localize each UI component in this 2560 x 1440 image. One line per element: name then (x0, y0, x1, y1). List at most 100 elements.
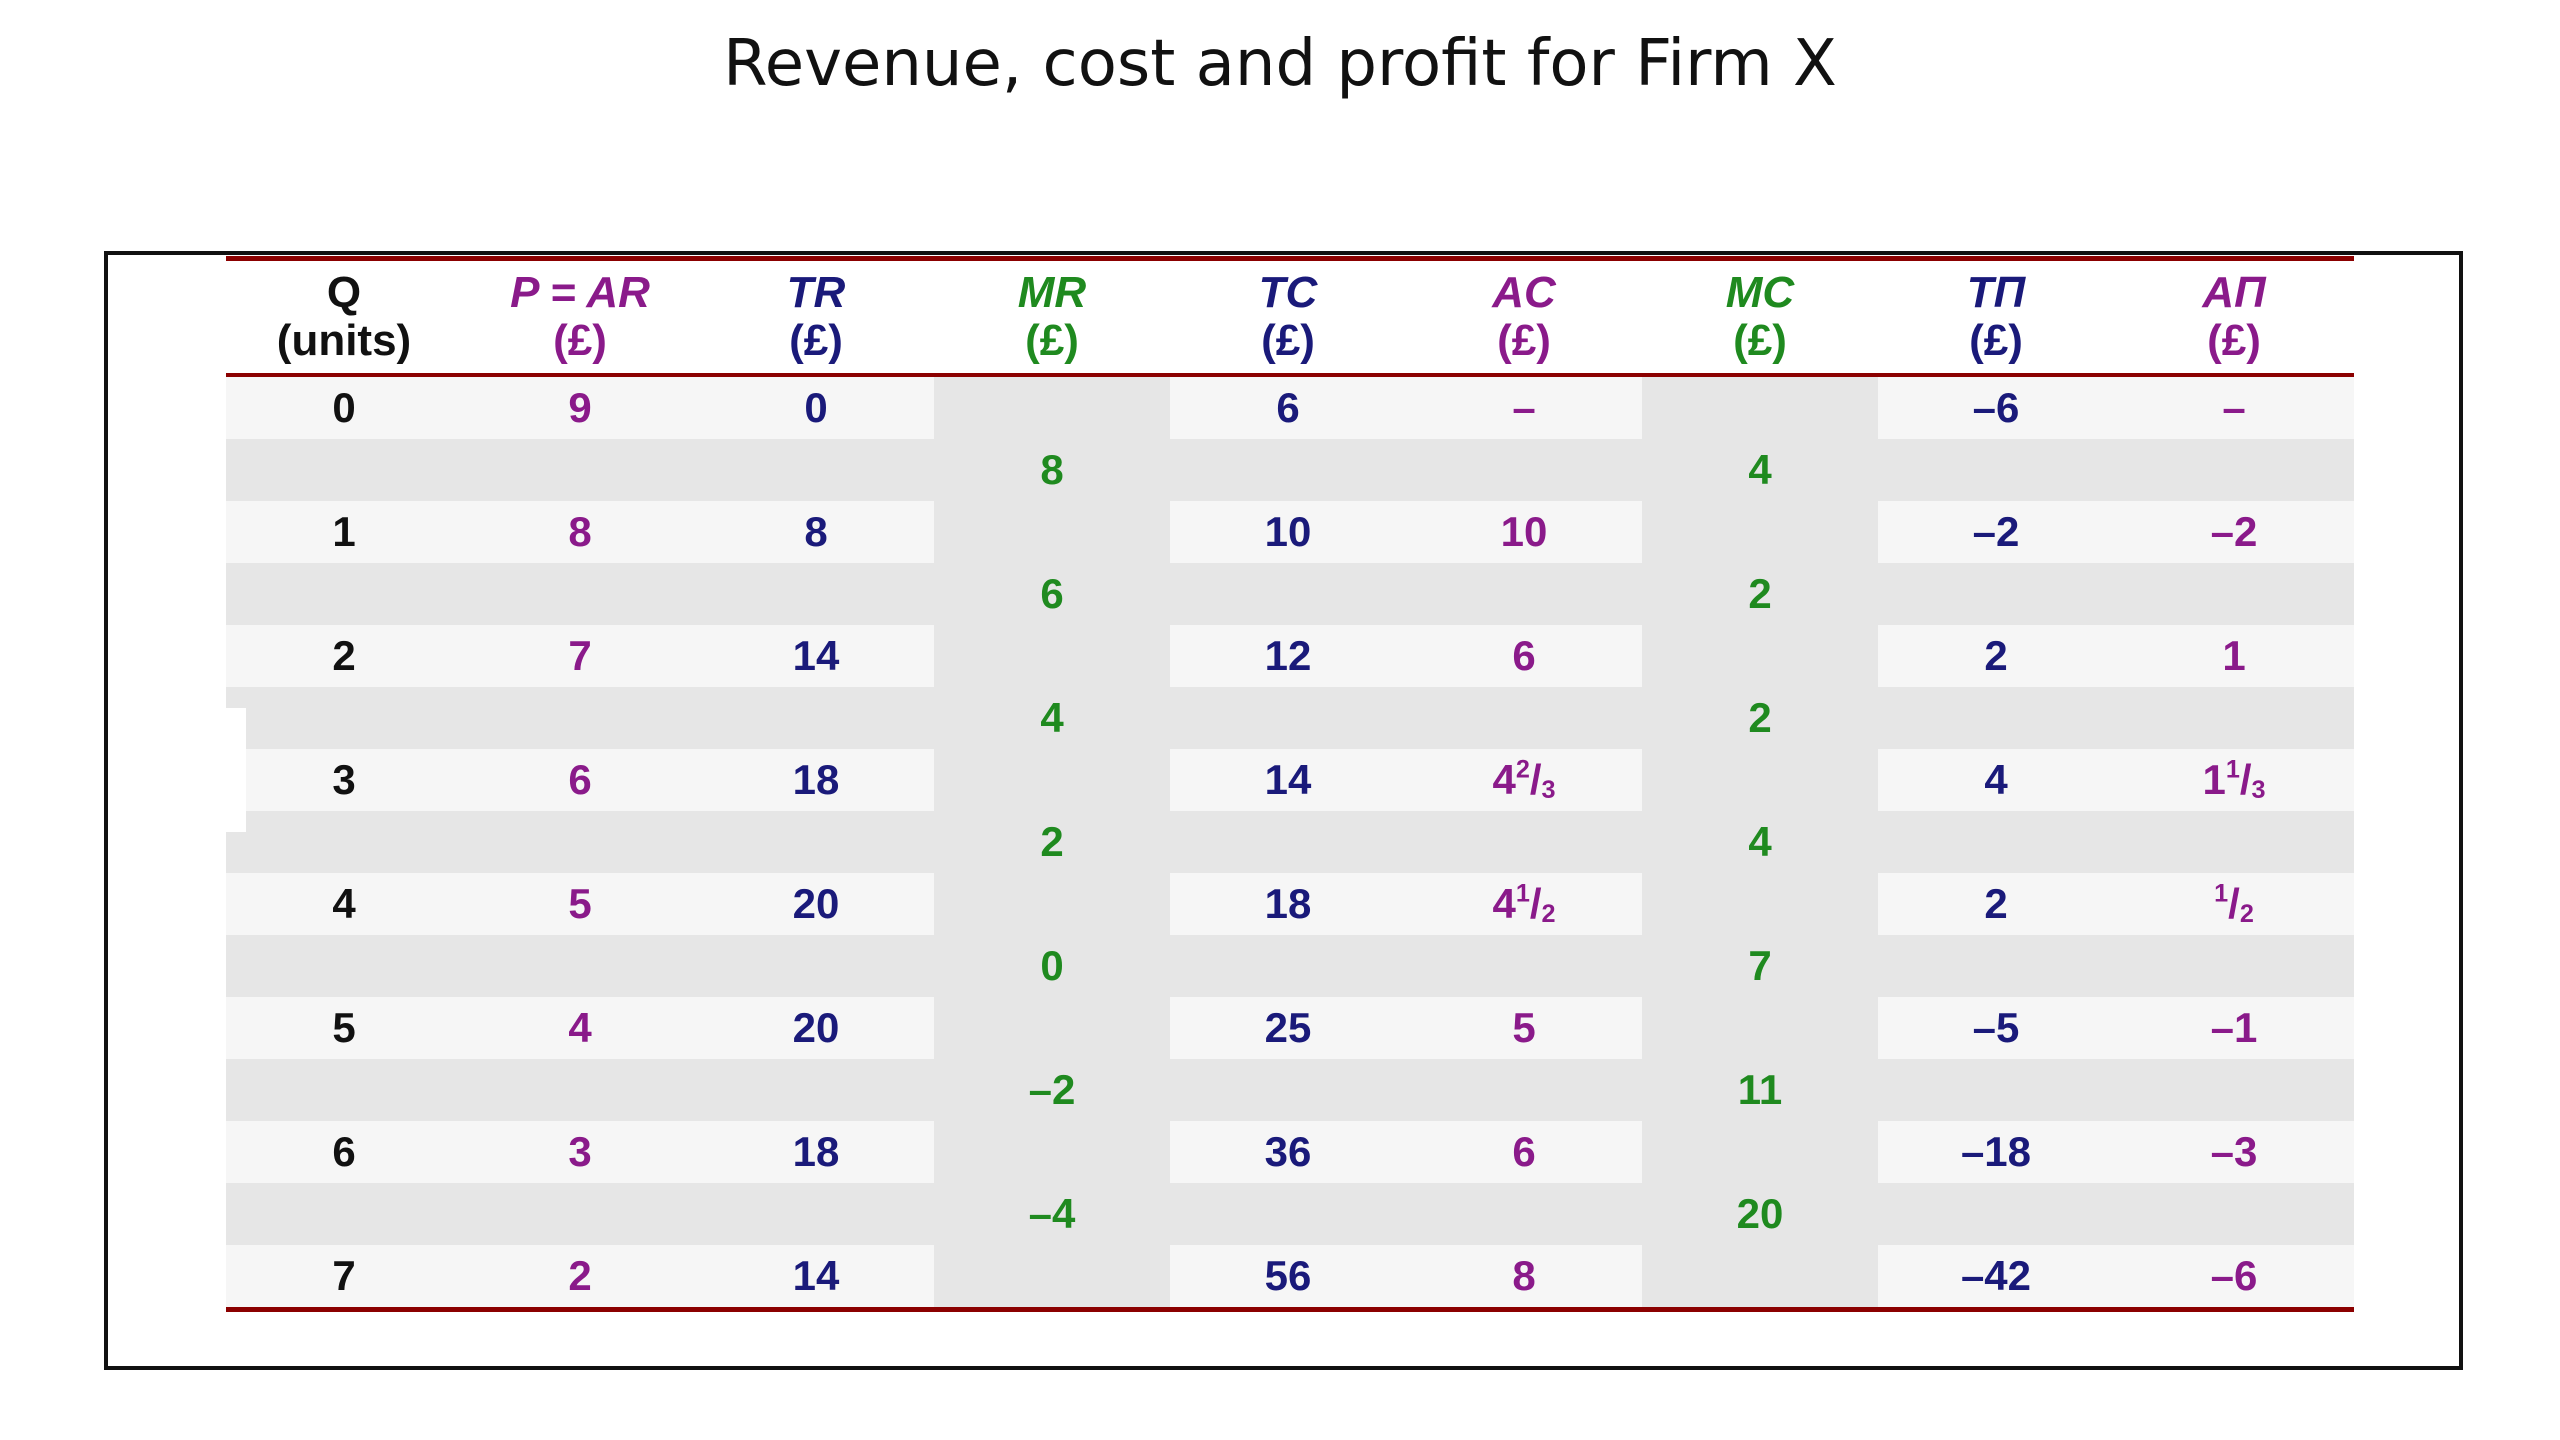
cell-value: 7 (1748, 942, 1772, 989)
cell-value: 14 (792, 1252, 840, 1299)
cell-tr (698, 439, 934, 501)
header-tc: TC (£) (1170, 256, 1406, 377)
cell-tr: 0 (698, 375, 934, 439)
header-price-ar: P = AR (£) (462, 256, 698, 377)
cell-mc (1642, 749, 1878, 811)
cell-value: 20 (792, 880, 840, 927)
cell-value: 0 (804, 384, 828, 431)
cell-mc: 2 (1642, 563, 1878, 625)
cell-q (226, 563, 462, 625)
cell-ac: 6 (1406, 625, 1642, 687)
header-unit: (£) (2207, 316, 2261, 365)
cell-value: 2 (568, 1252, 592, 1299)
cell-mr: 0 (934, 935, 1170, 997)
cell-ac (1406, 935, 1642, 997)
fraction-whole: 1 (2202, 756, 2226, 803)
fraction-denominator: 3 (1541, 775, 1556, 804)
cell-tc: 14 (1170, 749, 1406, 811)
cell-ac (1406, 687, 1642, 749)
fraction-slash: / (2228, 880, 2240, 927)
table-row: 4 5 20 18 41/2 2 1/2 (226, 873, 2354, 935)
cell-value: 0 (332, 384, 356, 431)
table-row: 3 6 18 14 42/3 4 11/3 (226, 749, 2354, 811)
cell-value: 36 (1264, 1128, 1312, 1175)
cell-value: 20 (1736, 1190, 1784, 1237)
cell-tr (698, 811, 934, 873)
cell-total-profit (1878, 935, 2114, 997)
cell-value: 7 (332, 1252, 356, 1299)
cell-value: 18 (792, 1128, 840, 1175)
header-symbol: AΠ (2202, 268, 2266, 317)
cell-value: –6 (2210, 1252, 2258, 1299)
cell-tr: 14 (698, 1245, 934, 1312)
cell-value: 1 (2222, 632, 2246, 679)
cell-q (226, 811, 462, 873)
cell-average-profit: –6 (2114, 1245, 2354, 1312)
cell-value: –42 (1960, 1252, 2032, 1299)
cell-q: 7 (226, 1245, 462, 1312)
cell-price-ar: 3 (462, 1121, 698, 1183)
fraction-slash: / (1529, 880, 1542, 927)
cell-mr: 2 (934, 811, 1170, 873)
cell-value: –4 (1028, 1190, 1076, 1237)
cell-value: 2 (332, 632, 356, 679)
table-body: 0 9 0 6– –6–8 4 1 8 8 10 10 –2 –2 6 2 2 7 14 12 6 2 1 4 2 3 6 18 14… (226, 375, 2354, 1312)
cell-value: 4 (1984, 756, 2008, 803)
cell-average-profit (2114, 935, 2354, 997)
cell-average-profit: –1 (2114, 997, 2354, 1059)
cell-total-profit (1878, 1059, 2114, 1121)
cell-tr (698, 935, 934, 997)
cell-mc: 2 (1642, 687, 1878, 749)
header-tr: TR (£) (698, 256, 934, 377)
cell-tc: 56 (1170, 1245, 1406, 1312)
cell-mr (934, 625, 1170, 687)
cell-mc (1642, 1121, 1878, 1183)
cell-total-profit (1878, 1183, 2114, 1245)
cell-tc: 18 (1170, 873, 1406, 935)
header-unit: (£) (1969, 316, 2023, 365)
cell-value: 6 (568, 756, 592, 803)
fraction-whole: 4 (1492, 880, 1516, 927)
cell-total-profit (1878, 811, 2114, 873)
cell-value: 25 (1264, 1004, 1312, 1051)
cell-tc (1170, 1059, 1406, 1121)
edge-mask (212, 708, 246, 832)
cell-ac: 42/3 (1406, 749, 1642, 811)
fraction-denominator: 2 (1541, 899, 1556, 928)
header-unit: (£) (1025, 316, 1079, 365)
cell-tc (1170, 563, 1406, 625)
cell-q: 5 (226, 997, 462, 1059)
table-row: 7 2 14 56 8 –42 –6 (226, 1245, 2354, 1312)
cell-value: 18 (1264, 880, 1312, 927)
cell-value: –2 (1028, 1066, 1076, 1113)
page-title: Revenue, cost and profit for Firm X (723, 27, 1837, 101)
cell-mc (1642, 997, 1878, 1059)
cell-price-ar (462, 1059, 698, 1121)
cell-value: 10 (1264, 508, 1312, 555)
cell-average-profit (2114, 1059, 2354, 1121)
cell-value: 4 (1748, 818, 1772, 865)
cell-value: 4 (1040, 694, 1064, 741)
cell-tc: 6 (1170, 375, 1406, 439)
cell-value: 4 (568, 1004, 592, 1051)
fraction-numerator: 2 (1515, 755, 1530, 784)
cell-tc: 36 (1170, 1121, 1406, 1183)
cell-value: –3 (2210, 1128, 2258, 1175)
cell-mc (1642, 873, 1878, 935)
cell-average-profit: 1/2 (2114, 873, 2354, 935)
fraction-denominator: 3 (2251, 775, 2266, 804)
cell-total-profit: –6 (1878, 375, 2114, 439)
cell-value: –18 (1960, 1128, 2032, 1175)
table-row: 0 9 0 6 – –6 – (226, 375, 2354, 439)
cell-value: 2 (1748, 570, 1772, 617)
table-row: 6 3 18 36 6 –18 –3 (226, 1121, 2354, 1183)
cell-value: 5 (1512, 1004, 1536, 1051)
cell-q (226, 1183, 462, 1245)
cell-mr: –4 (934, 1183, 1170, 1245)
cell-tr: 20 (698, 997, 934, 1059)
cell-value: 12 (1264, 632, 1312, 679)
cell-value: 56 (1264, 1252, 1312, 1299)
cell-tc: 25 (1170, 997, 1406, 1059)
cell-q: 6 (226, 1121, 462, 1183)
